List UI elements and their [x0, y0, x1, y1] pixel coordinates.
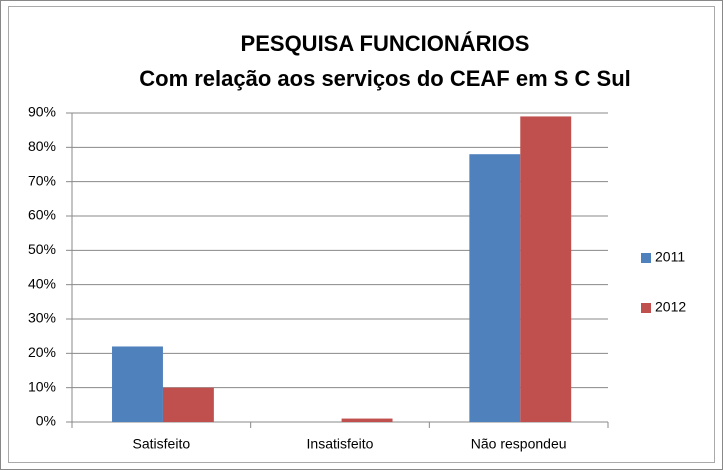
y-tick-label: 90%	[28, 104, 56, 120]
chart-title: PESQUISA FUNCIONÁRIOS	[241, 31, 530, 56]
y-tick-label: 80%	[28, 138, 56, 154]
legend-swatch	[641, 253, 651, 263]
legend-label: 2011	[655, 249, 685, 265]
bar	[162, 387, 214, 422]
x-tick-label: Não respondeu	[471, 436, 567, 452]
legend-swatch	[641, 303, 651, 313]
bar	[469, 154, 521, 422]
chart-subtitle: Com relação aos serviços do CEAF em S C …	[139, 66, 631, 91]
x-tick-label: Satisfeito	[133, 436, 191, 452]
bar	[112, 346, 163, 422]
y-tick-label: 30%	[28, 310, 56, 326]
legend-label: 2012	[655, 299, 686, 315]
y-tick-label: 20%	[28, 344, 56, 360]
y-tick-label: 70%	[28, 172, 56, 188]
x-tick-label: Insatisfeito	[307, 436, 374, 452]
bar	[520, 116, 572, 422]
y-tick-label: 10%	[28, 378, 56, 394]
bar	[341, 418, 393, 422]
y-tick-label: 60%	[28, 207, 56, 223]
y-tick-label: 50%	[28, 241, 56, 257]
y-tick-label: 0%	[36, 413, 56, 429]
y-tick-label: 40%	[28, 275, 56, 291]
